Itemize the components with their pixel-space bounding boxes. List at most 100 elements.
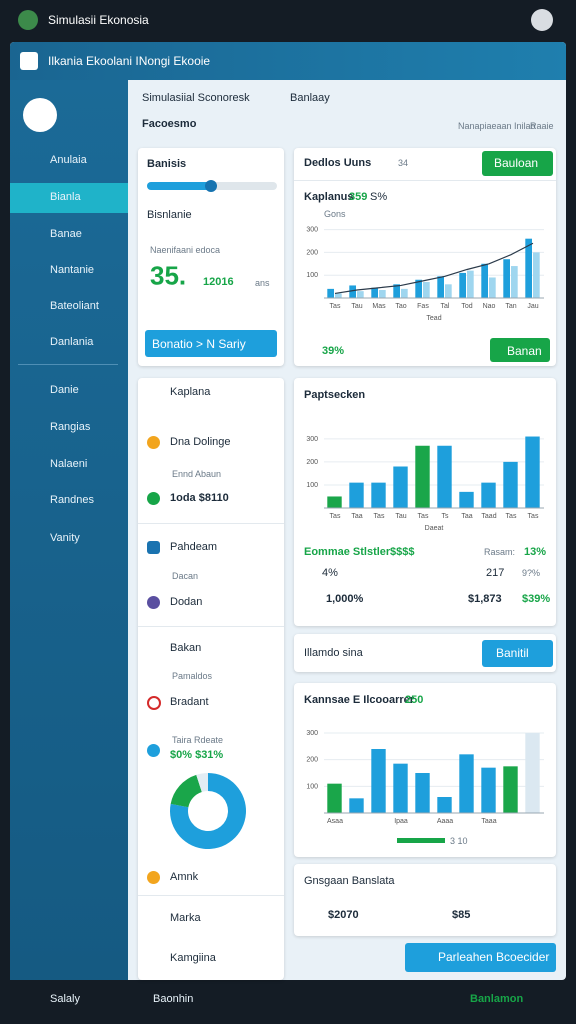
sidebar-item[interactable]: Nantanie bbox=[50, 264, 95, 276]
badge: $$$$ bbox=[390, 546, 415, 558]
x-tick-label: Tao bbox=[395, 303, 406, 310]
chart-title: Kaplanus bbox=[304, 191, 354, 203]
legend-value: 3 10 bbox=[450, 836, 468, 846]
sidebar-item[interactable]: Rangias bbox=[50, 421, 91, 433]
nav-item[interactable]: Salaly bbox=[50, 993, 80, 1005]
bar bbox=[379, 290, 386, 298]
bar bbox=[349, 798, 364, 813]
list-item[interactable]: Bakan bbox=[170, 642, 202, 654]
button[interactable] bbox=[482, 640, 553, 667]
icon bbox=[147, 492, 160, 505]
big-value: 35. bbox=[150, 260, 187, 291]
axis-label: Gons bbox=[324, 209, 346, 219]
nav-item[interactable]: Banlamon bbox=[470, 993, 524, 1005]
list-item[interactable]: 1oda $8110 bbox=[170, 492, 229, 504]
y-tick-label: 200 bbox=[306, 249, 318, 256]
button-label[interactable]: Banan bbox=[507, 344, 542, 358]
sidebar-item[interactable]: Bianla bbox=[50, 191, 81, 203]
sidebar-logo bbox=[23, 98, 57, 132]
sidebar-item[interactable]: Nalaeni bbox=[50, 458, 88, 470]
button-label[interactable]: Banitil bbox=[496, 646, 529, 660]
bar bbox=[525, 436, 540, 508]
bar bbox=[467, 270, 474, 298]
sidebar-item[interactable]: Danlania bbox=[50, 336, 94, 348]
sidebar-item[interactable]: Danie bbox=[50, 384, 79, 396]
list-item[interactable]: Dna Dolinge bbox=[170, 436, 231, 448]
sidebar-item[interactable]: Vanity bbox=[50, 532, 80, 544]
header-title: Simulasiial Sconoresk bbox=[142, 92, 250, 104]
note: S% bbox=[370, 191, 388, 203]
sidebar-item[interactable]: Bateoliant bbox=[50, 300, 99, 312]
separator bbox=[138, 626, 284, 627]
slider-fill bbox=[147, 182, 213, 190]
value: 4% bbox=[322, 567, 338, 579]
list-item[interactable]: $0% $31% bbox=[170, 749, 224, 761]
sidebar-item[interactable]: Randnes bbox=[50, 494, 95, 506]
x-tick-label: Taad bbox=[481, 513, 496, 520]
list-item[interactable]: Amnk bbox=[170, 871, 199, 883]
app-title: Simulasii Ekonosia bbox=[48, 13, 149, 27]
badge: 250 bbox=[405, 694, 424, 706]
chart: 100 200 300 Asaa Ipaa Aaaa Taaa bbox=[306, 730, 544, 825]
list-item[interactable]: Bradant bbox=[170, 696, 209, 708]
card-title: Gnsgaan Banslata bbox=[304, 875, 395, 887]
separator bbox=[18, 364, 118, 365]
y-tick-label: 100 bbox=[306, 272, 318, 279]
icon bbox=[147, 596, 160, 609]
check-label: Bisnlanie bbox=[147, 209, 192, 221]
sidebar-item[interactable]: Banae bbox=[50, 228, 82, 240]
avatar[interactable] bbox=[531, 9, 553, 31]
x-tick-label: Tau bbox=[395, 513, 406, 520]
list-item[interactable]: Kamgiina bbox=[170, 952, 216, 964]
button-label[interactable]: Bonatio > N Sariy bbox=[152, 337, 246, 351]
icon bbox=[147, 696, 161, 710]
bar bbox=[511, 266, 518, 298]
list-item[interactable]: Taira Rdeate bbox=[172, 735, 224, 745]
active-item[interactable] bbox=[10, 183, 128, 213]
bar bbox=[481, 263, 488, 298]
slider-thumb[interactable] bbox=[205, 180, 217, 192]
button-label[interactable]: Parleahen Bcoecider bbox=[438, 950, 550, 964]
list-item[interactable]: Pahdeam bbox=[170, 541, 218, 553]
list-item[interactable]: Marka bbox=[170, 912, 201, 924]
button-label[interactable]: Bauloan bbox=[494, 156, 539, 170]
list-item[interactable]: Dodan bbox=[170, 596, 203, 608]
x-tick-label: Tas bbox=[330, 303, 341, 310]
bar bbox=[393, 763, 408, 813]
button[interactable] bbox=[145, 330, 277, 357]
header-subtitle: Facoesmo bbox=[142, 118, 197, 130]
donut-slice bbox=[170, 774, 202, 808]
y-tick-label: 300 bbox=[306, 436, 318, 443]
nav-item[interactable]: Baonhin bbox=[153, 993, 194, 1005]
button[interactable] bbox=[482, 151, 553, 176]
tab[interactable]: Banlaay bbox=[290, 92, 330, 104]
value: 1,000% bbox=[326, 593, 364, 605]
list-item[interactable]: Ennd Abaun bbox=[172, 469, 222, 479]
list-item[interactable]: Kaplana bbox=[170, 386, 211, 398]
x-axis-label: Daeat bbox=[425, 525, 444, 532]
button[interactable] bbox=[490, 338, 550, 362]
sidebar-item[interactable]: Anulaia bbox=[50, 154, 87, 166]
bar bbox=[349, 285, 356, 298]
bar bbox=[335, 293, 342, 298]
bar bbox=[393, 466, 408, 508]
bar bbox=[525, 733, 540, 813]
bar bbox=[533, 252, 540, 298]
user: Raaie bbox=[530, 121, 554, 131]
value: $2070 bbox=[328, 909, 359, 921]
donut-slice bbox=[170, 773, 246, 849]
list-item[interactable]: Dacan bbox=[172, 571, 199, 581]
bar bbox=[459, 754, 474, 813]
window-title: Ilkania Ekoolani INongi Ekooie bbox=[48, 54, 211, 68]
donut-chart bbox=[170, 773, 246, 849]
button[interactable] bbox=[405, 943, 556, 972]
icon bbox=[147, 871, 160, 884]
badge: 359 bbox=[349, 191, 368, 203]
bar bbox=[357, 291, 364, 298]
list-item[interactable]: Pamaldos bbox=[172, 671, 213, 681]
bar bbox=[503, 259, 510, 298]
icon bbox=[147, 744, 160, 757]
value: 13% bbox=[524, 546, 547, 558]
bar bbox=[415, 773, 430, 813]
bar bbox=[349, 482, 364, 508]
